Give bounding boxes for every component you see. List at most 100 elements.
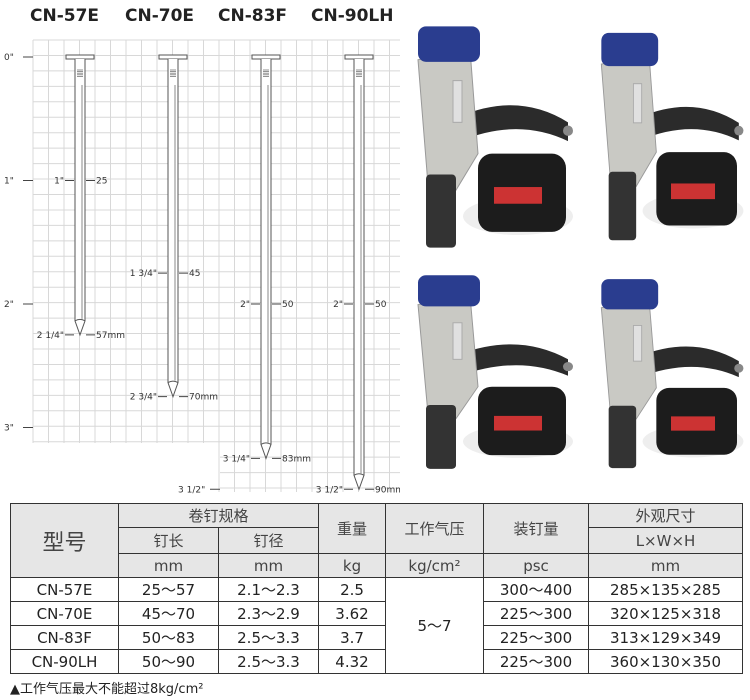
mark-mm-label: 45: [189, 269, 200, 279]
air-fitting-icon: [563, 125, 573, 136]
brand-label: [452, 80, 463, 123]
blue-top-cap: [601, 279, 659, 310]
table-row: CN-90LH 50～90 2.5～3.3 4.32 225～300 360×1…: [10, 649, 743, 674]
cell-diameter: 2.5～3.3: [218, 625, 319, 650]
table-row: CN-57E 25～57 2.1～2.3 2.5 5～7 300～400 285…: [10, 577, 743, 674]
cell-dims: 360×130×350: [588, 649, 743, 674]
mark-inch-label: 2": [333, 300, 343, 310]
nail-shank: [167, 59, 179, 399]
cell-weight: 4.32: [318, 649, 386, 674]
brand-label: [632, 325, 643, 362]
model-title: CN-70E: [125, 6, 195, 26]
nailer-drawing: [600, 279, 744, 469]
cell-model: CN-83F: [10, 625, 119, 650]
cell-diameter: 2.1～2.3: [218, 577, 319, 602]
brand-label: [632, 83, 643, 124]
nail-head: [158, 54, 188, 60]
mark-inch-label: 2": [240, 300, 250, 310]
unit-length: mm: [118, 553, 219, 578]
warning-label: [494, 187, 542, 204]
mark-mm-label: 50: [282, 300, 294, 310]
model-title: CN-90LH: [311, 6, 394, 26]
coil-nailer-photo-cn-70e: [600, 32, 744, 241]
scale-label: 1": [4, 177, 14, 187]
mark-inch-label: 3 1/2": [316, 485, 343, 495]
header-diameter: 钉径: [218, 527, 319, 554]
header-model: 型号: [10, 503, 119, 578]
nail-point: [74, 318, 86, 322]
air-fitting-icon: [563, 362, 573, 372]
nose-piece: [426, 404, 456, 469]
mark-mm-label: 25: [96, 177, 107, 187]
nail-shank: [353, 59, 365, 491]
coil-nailer-photo-cn-90lh: [600, 279, 744, 469]
pressure-note: ▲工作气压最大不能超过8kg/cm²: [10, 682, 204, 697]
grip-handle: [638, 346, 739, 378]
cell-weight: 3.7: [318, 625, 386, 650]
cell-dims: 285×135×285: [588, 577, 743, 602]
scale-label: 0": [4, 53, 14, 63]
nail-point: [260, 442, 272, 445]
nail-cn-57e: 1" 25 2 1/4" 57mm: [37, 54, 125, 341]
coil-nailer-photo-cn-57e: [417, 26, 573, 248]
unit-weight: kg: [318, 553, 386, 578]
header-lwh: L×W×H: [588, 527, 743, 554]
header-capacity: 装钉量: [483, 503, 589, 554]
unit-pressure: kg/cm²: [385, 553, 484, 578]
cell-length: 50～83: [118, 625, 219, 650]
cell-capacity: 225～300: [483, 649, 589, 674]
scale-label: 3": [4, 424, 14, 434]
nailer-drawing: [417, 275, 573, 469]
table-row: CN-70E 45～70 2.3～2.9 3.62 225～300 320×12…: [10, 601, 743, 626]
nail-shank: [74, 59, 86, 337]
mark-mm-label: 83mm: [282, 454, 311, 464]
tool-body: [417, 294, 479, 420]
nail-head: [251, 54, 281, 60]
cell-weight: 3.62: [318, 601, 386, 626]
grip-handle: [638, 106, 739, 141]
mark-inch-label: 3 1/4": [223, 454, 250, 464]
nail-cn-83f: 2" 50 3 1/4" 83mm: [223, 54, 311, 464]
unit-capacity: psc: [483, 553, 589, 578]
blue-top-cap: [418, 275, 480, 307]
spec-table: 型号 卷钉规格 重量 工作气压 装钉量 外观尺寸 钉长 钉径 L×W×H mm …: [10, 503, 743, 674]
cell-dims: 320×125×318: [588, 601, 743, 626]
nail-cn-70e: 1 3/4" 45 2 3/4" 70mm: [130, 54, 218, 403]
nail-length-diagram: 0" 1" 2" 3" 3 1/2" 1" 25 2 1/4" 57mm 1 3/4" 45 2 3/…: [4, 39, 400, 495]
header-length: 钉长: [118, 527, 219, 554]
warning-label: [671, 183, 715, 200]
mark-inch-label: 2 3/4": [130, 393, 157, 403]
header-spec: 卷钉规格: [118, 503, 319, 528]
blue-top-cap: [418, 26, 480, 62]
mark-mm-label: 57mm: [96, 331, 125, 341]
cell-weight: 2.5: [318, 577, 386, 602]
mark-mm-label: 90mm: [375, 485, 400, 495]
unit-dims: mm: [588, 553, 743, 578]
nailer-drawing: [600, 32, 744, 241]
tool-body: [600, 53, 657, 187]
coil-nailer-photo-cn-83f: [417, 275, 573, 469]
model-title: CN-57E: [30, 6, 100, 26]
mark-mm-label: 70mm: [189, 393, 218, 403]
unit-diameter: mm: [218, 553, 319, 578]
scale-label: 2": [4, 300, 14, 310]
nail-cn-90lh: 2" 50 3 1/2" 90mm: [316, 54, 400, 495]
blue-top-cap: [601, 32, 659, 67]
nail-point: [353, 473, 365, 476]
warning-label: [671, 416, 715, 431]
nail-head: [344, 54, 374, 60]
air-fitting-icon: [734, 125, 744, 136]
mark-mm-label: 50: [375, 300, 387, 310]
nailer-drawing: [417, 26, 573, 248]
cell-diameter: 2.5～3.3: [218, 649, 319, 674]
mark-inch-label: 2 1/4": [37, 331, 64, 341]
nose-piece: [608, 171, 637, 241]
cell-capacity: 225～300: [483, 601, 589, 626]
cell-length: 25～57: [118, 577, 219, 602]
cell-capacity: 300～400: [483, 577, 589, 602]
grip-handle: [458, 344, 568, 376]
header-pressure: 工作气压: [385, 503, 484, 554]
warning-label: [494, 415, 542, 431]
cell-model: CN-57E: [10, 577, 119, 602]
